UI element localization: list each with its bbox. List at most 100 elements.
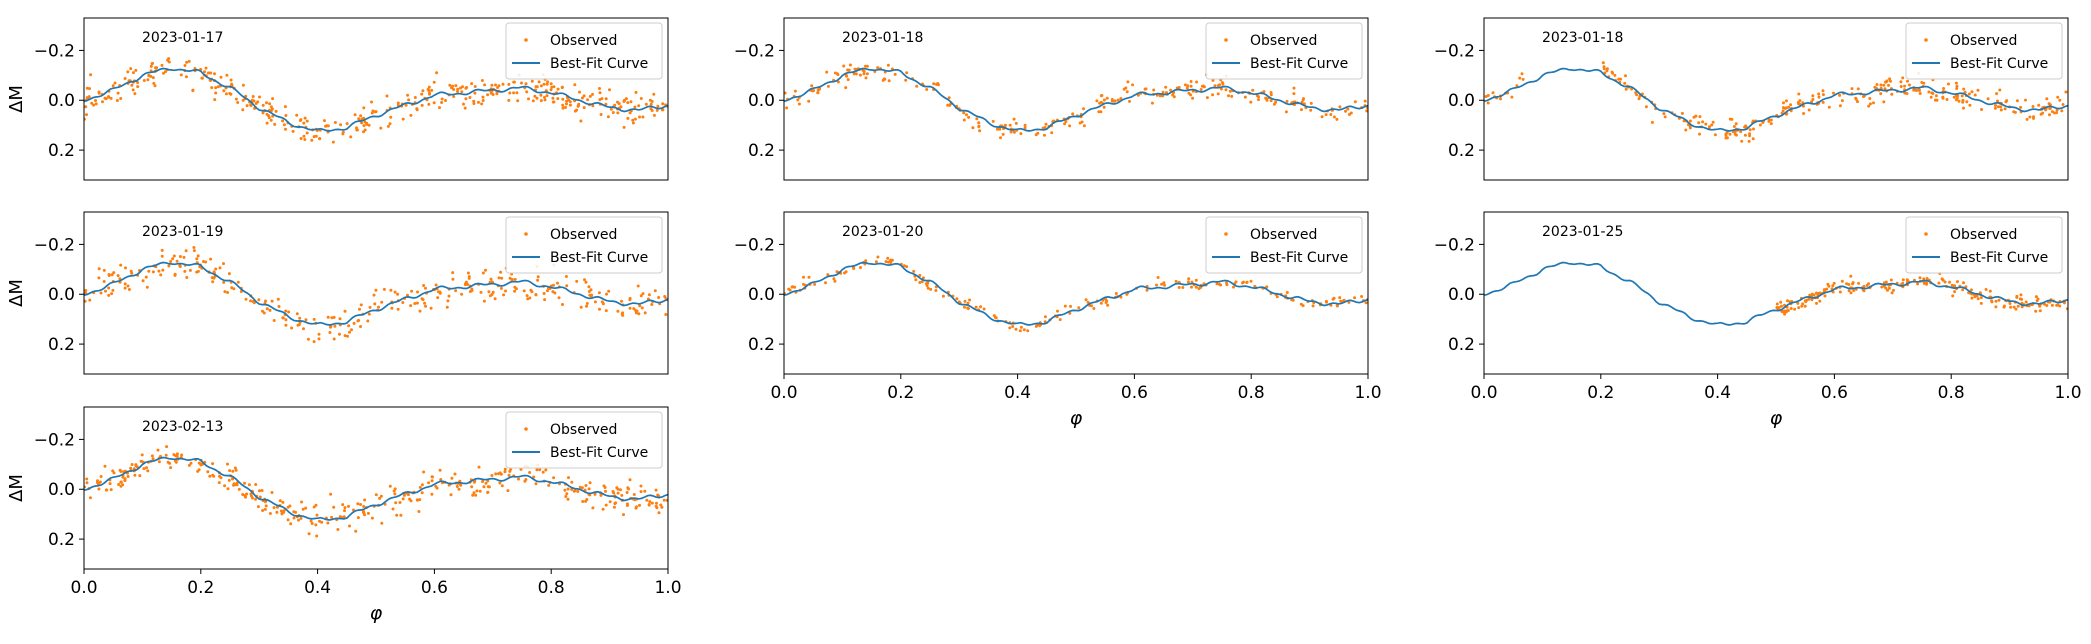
observed-point xyxy=(94,99,97,102)
observed-point xyxy=(604,309,608,313)
observed-point xyxy=(1999,105,2003,109)
observed-point xyxy=(1934,94,1938,98)
observed-point xyxy=(652,113,656,117)
observed-point xyxy=(835,72,839,76)
observed-point xyxy=(299,118,303,122)
observed-point xyxy=(1110,99,1114,103)
observed-point xyxy=(265,112,269,116)
observed-point xyxy=(439,478,443,481)
observed-point xyxy=(304,318,308,322)
observed-point xyxy=(169,466,173,470)
observed-point xyxy=(339,123,343,127)
observed-point xyxy=(599,113,603,116)
observed-point xyxy=(213,72,216,76)
observed-point xyxy=(920,280,924,284)
observed-point xyxy=(118,468,122,472)
observed-point xyxy=(1311,304,1315,308)
observed-point xyxy=(107,286,111,290)
observed-point xyxy=(1486,101,1490,105)
observed-point xyxy=(1886,288,1889,292)
observed-point xyxy=(1242,280,1245,284)
observed-point xyxy=(1952,95,1956,99)
observed-point xyxy=(914,278,918,282)
best-fit-line xyxy=(84,67,668,132)
observed-point xyxy=(160,248,164,252)
observed-point xyxy=(604,102,608,106)
observed-point xyxy=(440,101,444,104)
observed-point xyxy=(955,297,959,301)
observed-point xyxy=(470,485,474,489)
observed-point xyxy=(84,289,88,292)
observed-point xyxy=(556,281,559,285)
observed-point xyxy=(88,298,92,302)
observed-point xyxy=(247,483,251,487)
observed-point xyxy=(600,97,604,101)
observed-point xyxy=(978,129,982,133)
observed-point xyxy=(1733,132,1737,136)
observed-point xyxy=(824,281,827,285)
observed-point xyxy=(245,492,249,496)
observed-point xyxy=(508,469,512,473)
observed-point xyxy=(298,316,302,320)
observed-point xyxy=(85,113,88,117)
observed-point xyxy=(123,77,127,80)
observed-point xyxy=(415,498,419,502)
observed-point xyxy=(1197,287,1201,291)
observed-point xyxy=(1187,91,1191,95)
observed-point xyxy=(314,503,318,507)
observed-point xyxy=(515,91,519,95)
observed-point xyxy=(352,321,356,325)
observed-point xyxy=(1520,72,1524,76)
observed-point xyxy=(1521,77,1525,81)
observed-point xyxy=(1814,291,1818,295)
observed-point xyxy=(374,288,378,292)
legend-box xyxy=(505,216,663,274)
observed-point xyxy=(267,116,271,120)
observed-point xyxy=(1912,88,1916,92)
observed-point xyxy=(628,111,632,115)
observed-point xyxy=(1510,95,1514,99)
observed-point xyxy=(607,289,611,293)
observed-point xyxy=(1063,122,1067,126)
observed-point xyxy=(1009,130,1013,134)
observed-point xyxy=(1789,307,1793,310)
observed-point xyxy=(380,300,384,304)
observed-point xyxy=(816,91,820,95)
observed-point xyxy=(233,466,237,470)
observed-point xyxy=(354,529,358,533)
observed-point xyxy=(448,83,452,87)
observed-point xyxy=(1106,303,1110,307)
observed-point xyxy=(286,505,290,509)
observed-point xyxy=(1624,87,1628,91)
observed-point xyxy=(1008,123,1012,127)
observed-point xyxy=(490,474,494,477)
legend-observed-marker xyxy=(524,232,528,236)
observed-point xyxy=(1034,133,1038,137)
best-fit-line xyxy=(1484,261,2068,326)
observed-point xyxy=(513,277,517,281)
observed-point xyxy=(962,118,966,122)
observed-point xyxy=(169,260,173,263)
axes-frame xyxy=(783,17,1369,181)
observed-point xyxy=(302,121,306,125)
observed-point xyxy=(466,271,470,275)
y-tick-label: −0.2 xyxy=(34,235,75,255)
observed-point xyxy=(1908,83,1911,87)
observed-point xyxy=(1779,300,1783,304)
observed-point xyxy=(97,91,101,95)
observed-point xyxy=(314,523,318,527)
observed-point xyxy=(1360,295,1364,298)
observed-point xyxy=(561,97,565,101)
observed-point xyxy=(966,301,970,305)
observed-point xyxy=(1177,286,1181,289)
observed-point xyxy=(2018,297,2022,301)
observed-point xyxy=(447,294,451,298)
observed-point xyxy=(807,275,811,279)
observed-point xyxy=(151,76,155,80)
observed-point xyxy=(2045,304,2049,307)
observed-point xyxy=(1001,132,1005,136)
observed-point xyxy=(430,492,434,496)
observed-point xyxy=(256,505,260,509)
y-tick-label: 0.2 xyxy=(1448,141,1475,161)
observed-point xyxy=(424,286,427,290)
